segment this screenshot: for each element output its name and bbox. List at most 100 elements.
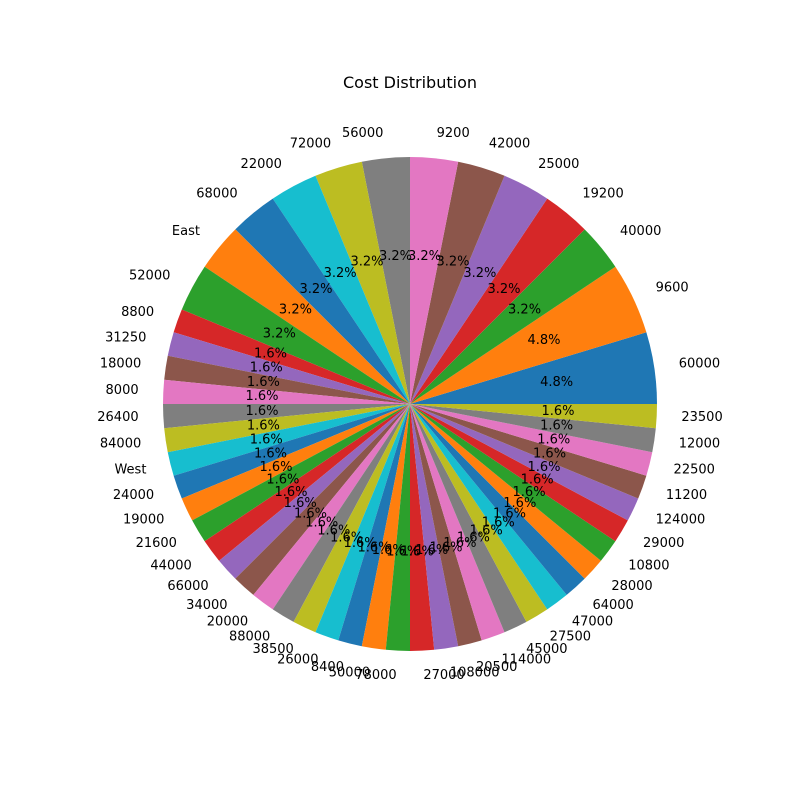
percent-label: 1.6% bbox=[245, 404, 278, 419]
pie-slice-8000 bbox=[163, 379, 410, 404]
category-label: 22000 bbox=[241, 157, 282, 172]
pie-slice-40000 bbox=[410, 229, 616, 404]
category-label: 29000 bbox=[643, 536, 684, 551]
pie-slice-60000 bbox=[410, 332, 657, 404]
category-label: 108000 bbox=[450, 665, 500, 680]
category-label: 21600 bbox=[136, 536, 177, 551]
pie-slice-68000 bbox=[235, 198, 410, 404]
percent-label: 1.6% bbox=[533, 446, 566, 461]
category-label: 8000 bbox=[106, 383, 139, 398]
percent-label: 1.6% bbox=[521, 473, 554, 488]
percent-label: 1.6% bbox=[330, 530, 363, 545]
pie-slice-East bbox=[204, 229, 410, 404]
percent-label: 1.6% bbox=[457, 530, 490, 545]
category-label: 12000 bbox=[679, 436, 720, 451]
category-label: 52000 bbox=[129, 268, 170, 283]
percent-label: 1.6% bbox=[513, 485, 546, 500]
category-label: West bbox=[114, 463, 146, 478]
category-label: 68000 bbox=[196, 186, 237, 201]
category-label: 50000 bbox=[329, 665, 370, 680]
percent-label: 1.6% bbox=[344, 536, 377, 551]
category-label: 38500 bbox=[252, 642, 293, 657]
percent-label: 4.8% bbox=[540, 375, 573, 390]
percent-label: 1.6% bbox=[357, 540, 390, 555]
pie-slices bbox=[163, 157, 657, 651]
pie-slice-38500 bbox=[293, 404, 410, 633]
pie-slice-56000 bbox=[361, 157, 410, 404]
percent-label: 3.2% bbox=[379, 249, 412, 264]
category-label: 66000 bbox=[167, 579, 208, 594]
category-label: 9200 bbox=[437, 126, 470, 141]
pie-slice-28000 bbox=[410, 404, 601, 579]
percent-label: 1.6% bbox=[415, 543, 448, 558]
pie-slice-42000 bbox=[410, 161, 505, 404]
percent-label: 3.2% bbox=[279, 302, 312, 317]
category-label: 19200 bbox=[582, 186, 623, 201]
pie-slice-8400 bbox=[338, 404, 410, 647]
category-label: 9600 bbox=[656, 280, 689, 295]
pie-slice-47000 bbox=[410, 404, 567, 610]
category-label: 11200 bbox=[666, 488, 707, 503]
category-label: 20000 bbox=[207, 615, 248, 630]
percent-label: 1.6% bbox=[317, 524, 350, 539]
pie-slice-18000 bbox=[164, 355, 410, 404]
pie-slice-19000 bbox=[181, 404, 410, 521]
percent-label: 3.2% bbox=[324, 266, 357, 281]
category-label: 27000 bbox=[423, 668, 464, 683]
pie-slice-27000 bbox=[410, 404, 435, 651]
percent-label: 1.6% bbox=[443, 536, 476, 551]
pie-slice-108000 bbox=[410, 404, 459, 650]
pie-slice-9200 bbox=[410, 157, 459, 404]
category-label: 10800 bbox=[628, 558, 669, 573]
chart-title: Cost Distribution bbox=[343, 73, 477, 92]
pie-slice-44000 bbox=[204, 404, 410, 561]
percent-label: 1.6% bbox=[503, 496, 536, 511]
pie-slice-45000 bbox=[410, 404, 527, 633]
category-label: 8800 bbox=[121, 305, 154, 320]
percent-label: 1.6% bbox=[247, 418, 280, 433]
pie-slice-20500 bbox=[410, 404, 482, 647]
percent-label: 3.2% bbox=[350, 255, 383, 270]
category-label: 31250 bbox=[105, 330, 146, 345]
pie-slice-84000 bbox=[164, 404, 410, 453]
category-label: 60000 bbox=[679, 357, 720, 372]
category-label: East bbox=[172, 224, 200, 239]
pie-slice-29000 bbox=[410, 404, 628, 542]
category-label: 18000 bbox=[100, 357, 141, 372]
pie-slice-88000 bbox=[272, 404, 410, 622]
percent-label: 1.6% bbox=[493, 506, 526, 521]
percent-label: 1.6% bbox=[540, 418, 573, 433]
pie-slice-21600 bbox=[192, 404, 410, 542]
percent-label: 3.2% bbox=[408, 249, 441, 264]
percent-label: 1.6% bbox=[250, 360, 283, 375]
pie-slice-34000 bbox=[235, 404, 410, 595]
pie-slice-27500 bbox=[410, 404, 548, 622]
pie-slice-23500 bbox=[410, 404, 657, 429]
category-label: 25000 bbox=[538, 157, 579, 172]
pie-slice-114000 bbox=[410, 404, 505, 641]
category-label: 84000 bbox=[100, 436, 141, 451]
percent-label: 1.6% bbox=[247, 375, 280, 390]
category-label: 72000 bbox=[290, 137, 331, 152]
category-label: 44000 bbox=[150, 558, 191, 573]
pie-slice-25000 bbox=[410, 175, 548, 404]
pie-slice-20000 bbox=[253, 404, 410, 610]
category-label: 20500 bbox=[476, 660, 517, 675]
pie-slice-11200 bbox=[410, 404, 647, 499]
percent-label: 1.6% bbox=[245, 389, 278, 404]
percent-label: 3.2% bbox=[463, 266, 496, 281]
percent-label: 1.6% bbox=[542, 404, 575, 419]
percent-label: 1.6% bbox=[527, 460, 560, 475]
percent-label: 3.2% bbox=[299, 282, 332, 297]
percent-label: 1.6% bbox=[429, 540, 462, 555]
percent-label: 1.6% bbox=[250, 433, 283, 448]
category-label: 45000 bbox=[526, 642, 567, 657]
category-label: 23500 bbox=[681, 410, 722, 425]
category-label: 56000 bbox=[342, 126, 383, 141]
percent-labels: 4.8%4.8%3.2%3.2%3.2%3.2%3.2%3.2%3.2%3.2%… bbox=[245, 249, 574, 560]
percent-label: 1.6% bbox=[294, 506, 327, 521]
category-label: 40000 bbox=[620, 224, 661, 239]
percent-label: 4.8% bbox=[527, 333, 560, 348]
